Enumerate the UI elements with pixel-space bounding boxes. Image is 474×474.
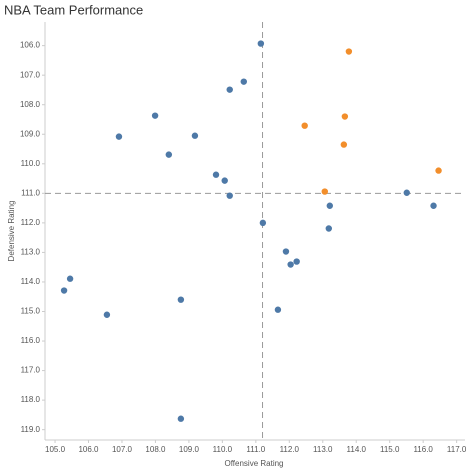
point: [240, 78, 247, 85]
y-tick-label: 111.0: [21, 188, 40, 197]
x-tick-label: 109.0: [179, 445, 200, 454]
x-tick-label: 111.0: [246, 445, 265, 454]
point: [282, 248, 290, 255]
point: [321, 188, 328, 195]
y-tick-label: 116.0: [21, 336, 41, 345]
point: [226, 192, 233, 199]
x-axis-title: Offensive Rating: [225, 459, 284, 468]
y-tick-label: 115.0: [21, 307, 41, 316]
point: [293, 258, 300, 265]
y-axis-title: Defensive Rating: [7, 201, 16, 262]
x-tick-label: 106.0: [78, 445, 99, 454]
point: [66, 275, 74, 282]
point: [341, 113, 349, 120]
point: [274, 306, 282, 313]
y-tick-label: 110.0: [21, 159, 41, 168]
x-tick-label: 107.0: [112, 445, 133, 454]
point: [191, 132, 199, 139]
point: [301, 122, 308, 129]
y-tick-label: 113.0: [21, 248, 41, 257]
y-tick-label: 119.0: [21, 425, 41, 434]
y-tick-label: 109.0: [20, 129, 41, 138]
y-tick-label: 114.0: [21, 277, 41, 286]
point: [212, 171, 220, 178]
y-tick-label: 107.0: [20, 70, 41, 79]
point: [177, 415, 185, 422]
point: [345, 48, 353, 55]
point: [325, 225, 332, 232]
point: [226, 86, 233, 93]
point: [165, 151, 173, 158]
point: [403, 189, 410, 196]
point: [435, 167, 442, 174]
x-tick-label: 117.0: [447, 445, 467, 454]
x-tick-label: 113.0: [313, 445, 333, 454]
point: [430, 202, 437, 209]
x-tick-label: 114.0: [347, 445, 367, 454]
x-tick-label: 116.0: [413, 445, 433, 454]
point: [259, 219, 267, 227]
x-tick-label: 108.0: [145, 445, 166, 454]
x-tick-label: 112.0: [280, 445, 300, 454]
y-tick-label: 106.0: [20, 41, 41, 50]
y-tick-label: 117.0: [21, 366, 41, 375]
point: [221, 177, 228, 184]
y-tick-label: 118.0: [21, 395, 41, 404]
point: [326, 202, 333, 209]
point: [257, 40, 265, 47]
point: [115, 133, 123, 140]
y-tick-label: 112.0: [21, 218, 41, 227]
point: [151, 112, 159, 119]
y-tick-label: 108.0: [20, 100, 41, 109]
x-tick-label: 110.0: [213, 445, 233, 454]
x-tick-label: 105.0: [45, 445, 66, 454]
point: [177, 296, 185, 303]
point: [60, 287, 68, 294]
point: [287, 261, 294, 268]
point: [103, 311, 111, 318]
chart-title: NBA Team Performance: [4, 2, 143, 17]
point: [340, 141, 348, 148]
x-tick-label: 115.0: [380, 445, 400, 454]
